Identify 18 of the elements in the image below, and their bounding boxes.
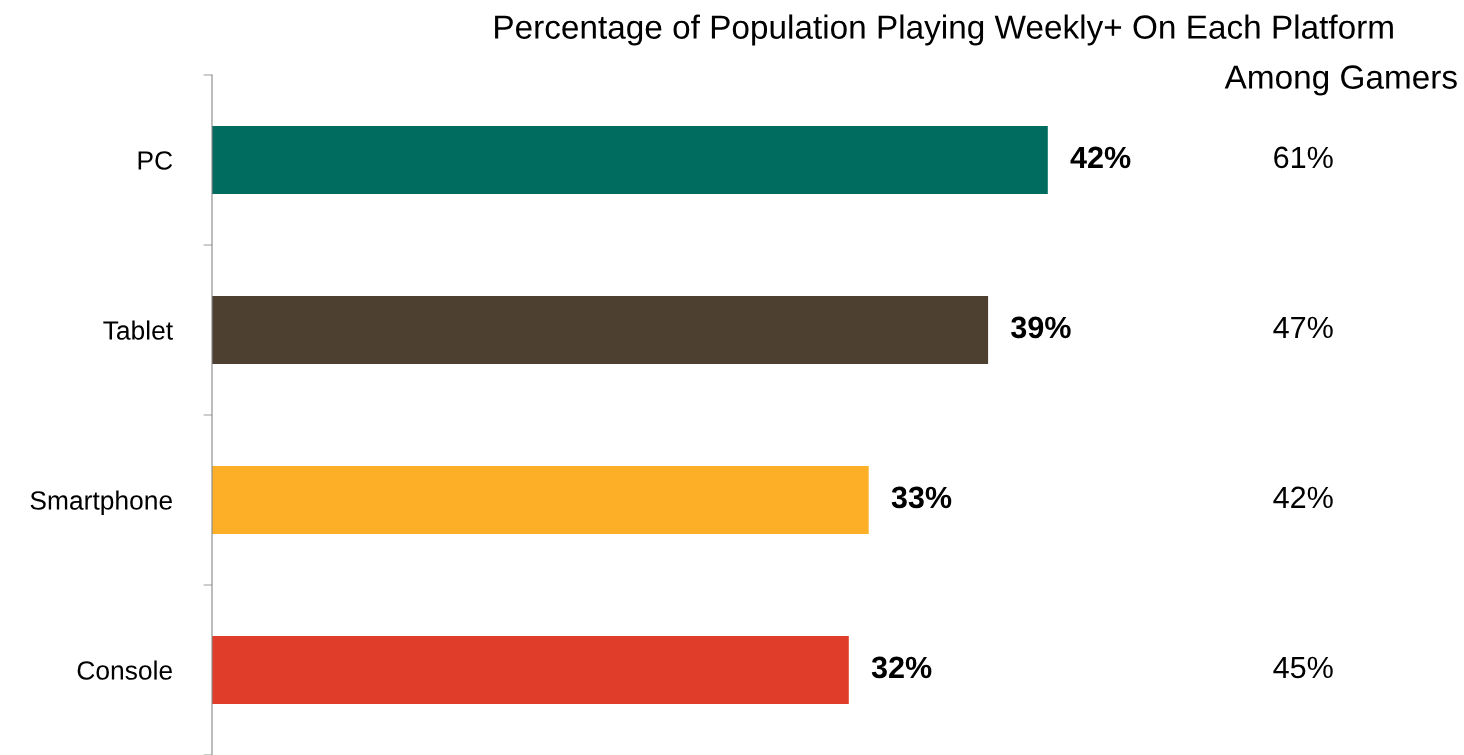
text: 42% xyxy=(1273,486,1333,509)
text: 45% xyxy=(1273,656,1333,679)
y-tick-label: Smartphone xyxy=(30,490,172,516)
bar xyxy=(212,296,989,364)
text: Among Gamers xyxy=(1224,65,1457,96)
data-label: 33% xyxy=(891,486,952,509)
y-tick-label: Console xyxy=(77,660,172,680)
data-label: 39% xyxy=(1011,316,1071,339)
text: 47% xyxy=(1273,316,1333,339)
chart-title: Percentage of Population Playing Weekly+ On Each Platform xyxy=(495,14,1393,46)
text: 61% xyxy=(1274,146,1333,169)
bar xyxy=(212,126,1048,194)
y-tick-label: Tablet xyxy=(103,320,173,340)
bar xyxy=(212,636,849,704)
y-tick-label: PC xyxy=(138,151,173,170)
data-label: 42% xyxy=(1070,146,1131,169)
data-label: 32% xyxy=(871,656,932,679)
bar xyxy=(212,466,869,534)
